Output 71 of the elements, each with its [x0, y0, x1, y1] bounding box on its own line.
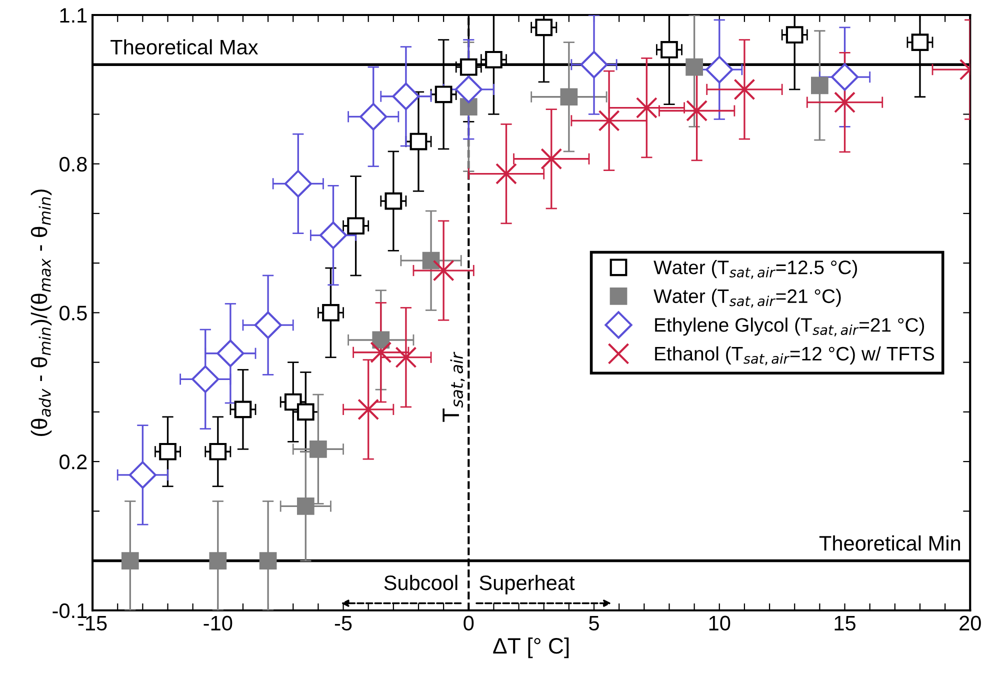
point	[911, 34, 929, 51]
legend-label: Ethanol (T$_{sat,air}$=12 °C) w/ TFTS	[655, 346, 934, 366]
point	[234, 400, 252, 418]
point	[121, 552, 139, 570]
point	[460, 98, 478, 116]
point	[159, 442, 176, 460]
y-tick-label: 0.2	[60, 454, 87, 470]
annotation: Superheat	[480, 574, 575, 594]
point	[434, 86, 452, 104]
x-tick-label: 10	[709, 616, 730, 631]
point	[706, 56, 734, 84]
point	[322, 304, 340, 322]
point	[128, 461, 156, 489]
point	[360, 102, 388, 131]
point	[734, 78, 756, 100]
point	[686, 100, 708, 122]
text: (θ$_{adv}$ - θ$_{min}$)/(θ$_{max}$ - θ$_{min}$)	[30, 190, 52, 436]
point	[810, 76, 828, 94]
x-tick-label: -10	[204, 616, 232, 631]
x-tick-label: 15	[834, 616, 856, 631]
ref-line-label: T$_{sat,air}$	[442, 352, 465, 422]
point	[432, 260, 454, 282]
point	[319, 221, 348, 250]
point	[598, 110, 620, 132]
x-tick-label: 20	[960, 616, 981, 631]
point	[259, 552, 277, 570]
point	[834, 92, 856, 114]
point	[347, 217, 364, 235]
x-tick-label: -15	[78, 616, 107, 631]
point	[830, 63, 859, 91]
point	[296, 498, 314, 515]
x-axis-title: ΔT [° C]	[493, 637, 569, 658]
point	[686, 58, 703, 76]
point	[535, 18, 553, 36]
point	[192, 365, 220, 393]
x-tick-label: 5	[589, 616, 599, 631]
point	[384, 192, 402, 210]
point	[358, 398, 380, 420]
point	[209, 442, 227, 460]
point	[296, 403, 314, 421]
legend-label: Water (T$_{sat,air}$=21 °C)	[654, 288, 841, 308]
point	[392, 82, 420, 110]
point	[209, 552, 227, 570]
x-tick-label: -5	[334, 616, 352, 631]
point	[254, 311, 282, 339]
y-tick-label: 0.5	[60, 306, 87, 320]
point	[216, 340, 244, 368]
point	[460, 58, 478, 76]
annotation: Subcool	[384, 574, 458, 590]
point	[454, 76, 482, 104]
point	[372, 331, 390, 349]
point	[410, 132, 428, 150]
point	[485, 50, 502, 68]
point	[284, 170, 312, 198]
point	[786, 26, 804, 44]
point	[495, 163, 518, 185]
ref-line-label: Theoretical Min	[819, 535, 960, 551]
legend-label: Water (T$_{sat,air}$=12.5 °C)	[654, 260, 857, 279]
y-tick-label: 0.8	[60, 156, 87, 172]
point	[422, 252, 440, 270]
point	[580, 50, 608, 78]
point	[560, 88, 578, 106]
point	[395, 346, 417, 368]
y-tick-label: -0.1	[52, 603, 87, 618]
legend-label: Ethylene Glycol (T$_{sat,air}$=21 °C)	[655, 318, 924, 336]
ref-line-label: Theoretical Max	[110, 39, 258, 55]
point	[660, 41, 678, 58]
x-tick-label: 0	[464, 616, 474, 631]
y-tick-label: 1.1	[60, 8, 87, 23]
point	[310, 440, 327, 458]
point	[636, 97, 658, 119]
